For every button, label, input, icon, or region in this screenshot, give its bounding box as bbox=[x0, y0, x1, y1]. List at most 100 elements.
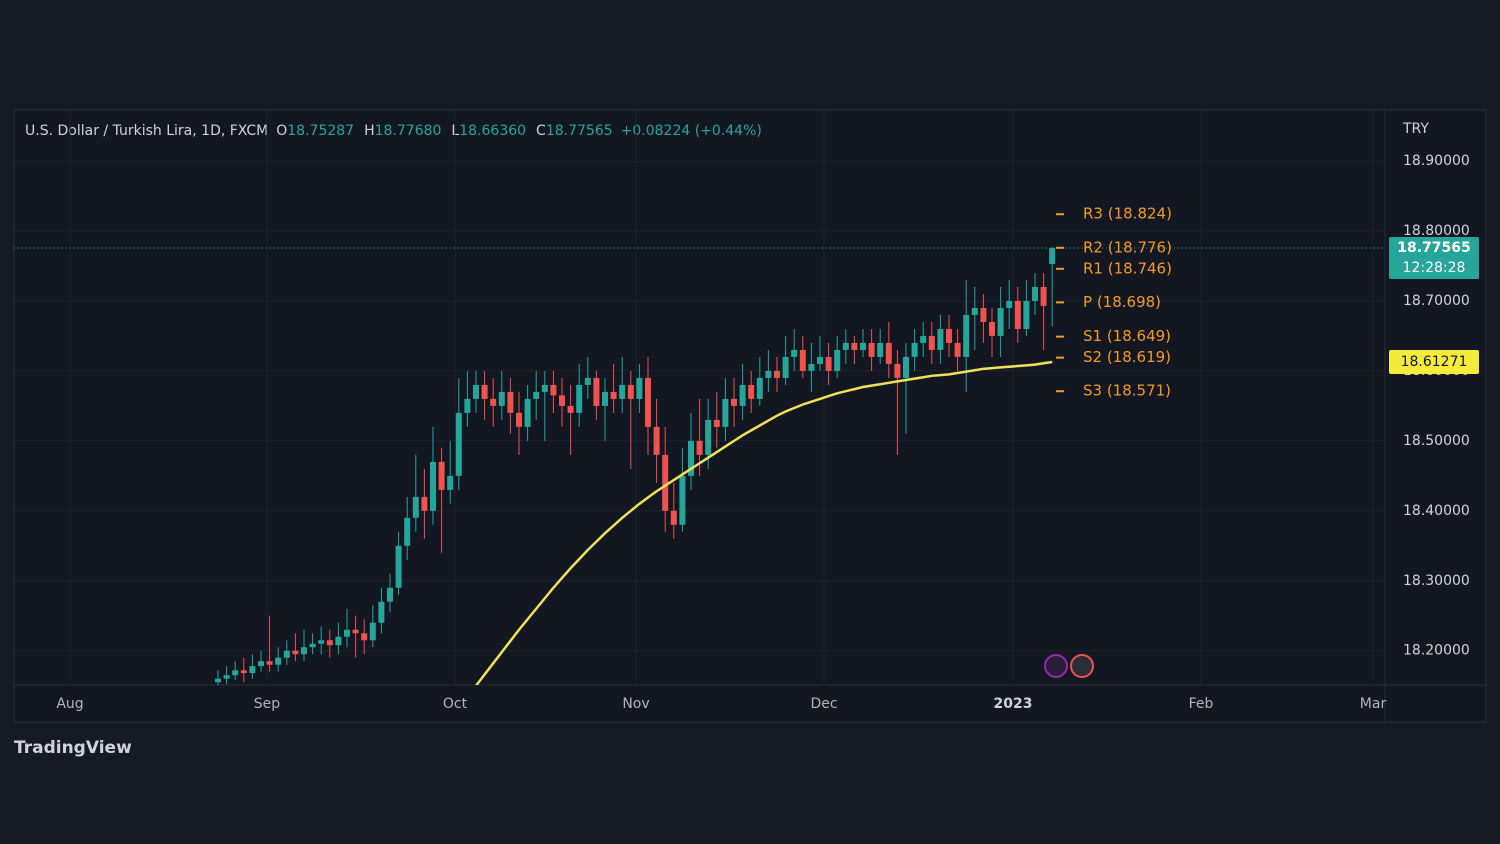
candle-body bbox=[567, 405, 574, 413]
chart-panel bbox=[13, 109, 1487, 723]
candle-body bbox=[541, 384, 548, 392]
pivot-label: R3 (18.824) bbox=[1083, 205, 1172, 223]
candle-body bbox=[627, 384, 634, 399]
candle-body bbox=[421, 496, 428, 511]
candle-body bbox=[696, 440, 703, 455]
candle-body bbox=[240, 670, 247, 674]
candle-body bbox=[361, 633, 368, 641]
candle-body bbox=[559, 395, 565, 406]
candle-body bbox=[369, 622, 376, 641]
candle-body bbox=[782, 356, 789, 378]
candle-body bbox=[378, 601, 385, 623]
candle-body bbox=[232, 670, 239, 676]
candle-body bbox=[946, 328, 952, 343]
candle-body bbox=[679, 475, 686, 525]
candle-body bbox=[920, 335, 927, 343]
y-tick-label: 18.80000 bbox=[1403, 223, 1470, 239]
candle-body bbox=[834, 349, 841, 371]
ohlc-value: 18.77565 bbox=[546, 123, 613, 139]
y-tick-label: 18.50000 bbox=[1403, 433, 1470, 449]
candle-body bbox=[490, 398, 497, 406]
countdown-label: 12:28:28 bbox=[1403, 260, 1466, 276]
candle-body bbox=[791, 349, 798, 357]
candle-body bbox=[283, 650, 290, 658]
candle-body bbox=[507, 391, 514, 413]
candle-body bbox=[447, 475, 454, 490]
symbol-title: U.S. Dollar / Turkish Lira, 1D, FXCM bbox=[25, 123, 268, 139]
candle-body bbox=[756, 377, 763, 399]
candle-body bbox=[713, 419, 720, 427]
event-icon[interactable] bbox=[1070, 654, 1094, 678]
candle-body bbox=[395, 545, 402, 588]
pivot-label: R1 (18.746) bbox=[1083, 259, 1172, 277]
ohlc-value: 18.77680 bbox=[375, 123, 442, 139]
candle-body bbox=[688, 440, 694, 476]
candle-body bbox=[868, 342, 875, 357]
candle-body bbox=[610, 391, 617, 399]
candle-body bbox=[318, 640, 325, 644]
ma-price-tag bbox=[1389, 350, 1479, 375]
pivot-label: S3 (18.571) bbox=[1083, 382, 1171, 400]
candle-body bbox=[498, 391, 505, 406]
candle-body bbox=[1040, 286, 1047, 306]
x-tick-label: 2023 bbox=[994, 696, 1033, 712]
candle-body bbox=[825, 356, 832, 371]
candle-body bbox=[387, 587, 393, 602]
x-tick-label: Sep bbox=[254, 696, 281, 712]
pivot-label: S1 (18.649) bbox=[1083, 327, 1171, 345]
pivot-label: R2 (18.776) bbox=[1083, 238, 1172, 256]
candle-body bbox=[662, 454, 669, 511]
candle-body bbox=[842, 342, 849, 350]
candle-body bbox=[473, 384, 479, 399]
candle-body bbox=[258, 661, 264, 667]
ohlc-key: C bbox=[536, 123, 546, 139]
event-icon[interactable] bbox=[1044, 654, 1068, 678]
ohlc-key: H bbox=[364, 123, 375, 139]
currency-label: TRY bbox=[1402, 121, 1429, 137]
candle-body bbox=[954, 342, 961, 357]
candle-body bbox=[266, 661, 273, 665]
candle-body bbox=[799, 349, 806, 371]
y-tick-label: 18.30000 bbox=[1403, 573, 1470, 589]
candle-body bbox=[404, 517, 411, 546]
candle-body bbox=[971, 307, 978, 315]
candle-body bbox=[748, 384, 755, 399]
last-price-tag bbox=[1389, 237, 1479, 280]
change: +0.08224 (+0.44%) bbox=[621, 123, 762, 139]
candle-body bbox=[877, 342, 884, 357]
candle-body bbox=[980, 307, 987, 322]
ma-price-tag-label: 18.61271 bbox=[1401, 354, 1468, 370]
pivot-label: P (18.698) bbox=[1083, 293, 1161, 311]
candle-body bbox=[894, 363, 901, 378]
x-tick-label: Feb bbox=[1189, 696, 1214, 712]
candle-body bbox=[516, 412, 522, 427]
candle-body bbox=[860, 342, 866, 350]
candle-body bbox=[636, 377, 643, 399]
candle-body bbox=[885, 342, 892, 364]
candle-body bbox=[464, 398, 471, 413]
candle-body bbox=[670, 510, 677, 525]
candle-body bbox=[524, 398, 531, 427]
candle-body bbox=[430, 461, 436, 511]
candle-body bbox=[619, 384, 626, 399]
candle-body bbox=[301, 647, 307, 655]
candle-body bbox=[215, 678, 221, 683]
x-tick-label: Nov bbox=[622, 696, 649, 712]
candle-body bbox=[1006, 300, 1013, 308]
candle-body bbox=[963, 314, 970, 357]
y-tick-label: 18.20000 bbox=[1403, 643, 1470, 659]
candle-body bbox=[576, 384, 583, 413]
candle-body bbox=[309, 643, 316, 648]
y-tick-label: 18.90000 bbox=[1403, 153, 1470, 169]
candle-body bbox=[602, 391, 608, 406]
candle-body bbox=[412, 496, 419, 518]
candle-body bbox=[774, 370, 780, 378]
header: U.S. Dollar / Turkish Lira, 1D, FXCM O 18.… bbox=[25, 123, 762, 139]
candle-body bbox=[1032, 286, 1038, 301]
moving-average bbox=[474, 360, 1053, 685]
ohlc-key: O bbox=[276, 123, 287, 139]
candle-body bbox=[249, 666, 256, 674]
candle-body bbox=[851, 342, 858, 350]
